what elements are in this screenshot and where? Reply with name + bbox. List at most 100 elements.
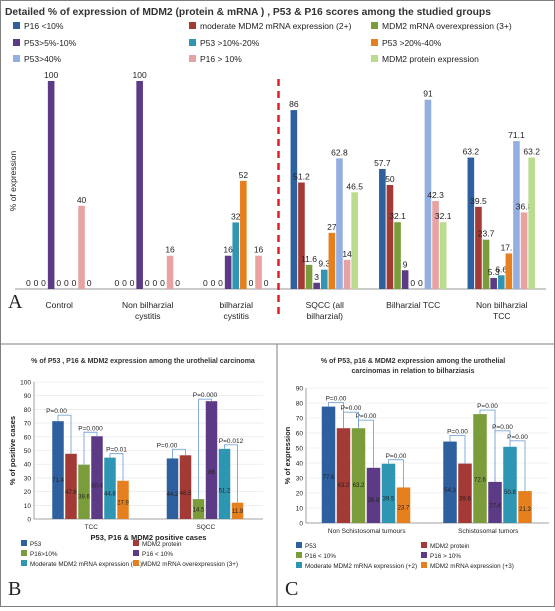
chart-b-ylabel: % of positive cases: [8, 416, 17, 485]
bar-a: [166, 255, 174, 289]
bar-a: [351, 192, 358, 289]
bar-a-label: 0: [26, 278, 31, 288]
bar-a-label: 3: [314, 272, 319, 282]
ytick-b: 80: [24, 407, 32, 414]
legend-c-swatch: [421, 542, 427, 548]
bar-a: [224, 255, 232, 289]
bar-b-label: 14.5: [193, 507, 205, 513]
bar-b: [205, 401, 218, 519]
bar-a: [482, 239, 490, 289]
bar-a-label: 0: [114, 278, 119, 288]
p-bracket-b: [224, 444, 238, 503]
bar-b: [65, 453, 77, 519]
xtick-c: Non Schistosomal tumours: [328, 528, 406, 535]
p-value-b: P=0.01: [106, 447, 127, 454]
legend-a-label: P53>40%: [24, 54, 62, 64]
ytick-c: 20: [296, 491, 304, 498]
bar-c-label: 39.6: [459, 496, 471, 502]
legend-c-swatch: [296, 562, 302, 568]
legend-b-label: Moderate MDM2 mRNA expression (+1): [30, 561, 142, 568]
bar-a: [136, 81, 143, 289]
bar-c-label: 63.2: [353, 483, 365, 489]
chart-a-ylabel: % of expression: [8, 150, 18, 211]
legend-b-label: P53: [30, 541, 42, 548]
bar-a: [298, 182, 305, 289]
bar-a-label: 40: [77, 195, 87, 205]
bar-b-label: 47.6: [65, 490, 77, 496]
bar-c: [321, 406, 336, 523]
bar-a-label: 0: [56, 278, 61, 288]
legend-a-swatch: [189, 22, 196, 29]
p-value-c: P=0.00: [477, 403, 498, 410]
bar-a-label: 57.7: [374, 158, 391, 168]
bar-b: [179, 455, 192, 519]
bar-c-label: 23.7: [398, 505, 410, 511]
bar-b-label: 39.6: [78, 494, 90, 500]
bar-a-label: 11.6: [301, 254, 317, 264]
bar-a-label: 9: [403, 259, 408, 269]
panel-label-b: B: [8, 578, 22, 600]
bar-a: [401, 270, 409, 289]
tick-a-label: cystitis: [135, 311, 161, 321]
bar-a-label: 52: [239, 170, 249, 180]
bar-c: [396, 487, 411, 523]
legend-a-label: P53 >20%-40%: [382, 38, 442, 48]
bar-a-label: 0: [160, 278, 165, 288]
bar-a: [505, 253, 513, 289]
bar-b: [218, 448, 231, 519]
bar-a-label: 86: [289, 99, 299, 109]
bar-a-label: 0: [34, 278, 39, 288]
legend-c-label: MDM2 mRNA expression (+3): [430, 563, 514, 570]
bar-a: [78, 205, 85, 289]
bar-a-label: 0: [211, 278, 216, 288]
bar-a-label: 16: [165, 245, 175, 255]
p-value-c: P=0.00: [447, 429, 468, 436]
legend-c-label: Moderate MDM2 mRNA expression (+2): [305, 563, 417, 570]
legend-a-label: P53>5%-10%: [24, 38, 77, 48]
bar-c: [503, 446, 517, 523]
bar-b: [192, 499, 205, 519]
legend-c-label: P53: [305, 543, 317, 550]
bar-a-label: 32.1: [435, 211, 452, 221]
bar-a-label: 23.7: [478, 229, 495, 239]
tick-a-label: Non bilharzial: [122, 300, 174, 310]
ytick-b: 50: [24, 448, 32, 455]
bar-a-label: 0: [175, 278, 180, 288]
bar-c-label: 50.8: [504, 490, 516, 496]
bar-c-label: 39.5: [383, 496, 395, 502]
bar-a: [439, 222, 447, 289]
legend-c-label: P16 < 10%: [305, 553, 336, 560]
bar-a-label: 0: [72, 278, 77, 288]
bar-a-label: 32.1: [389, 211, 406, 221]
bar-a-label: 63.2: [463, 147, 480, 157]
bar-a-label: 71.1: [508, 130, 525, 140]
ytick-b: 10: [24, 503, 32, 510]
bar-a: [528, 157, 535, 289]
ytick-c: 90: [296, 386, 304, 393]
bar-c: [473, 414, 487, 523]
tick-a-label: cystitis: [224, 311, 250, 321]
p-value-c: P=0.00: [326, 396, 347, 403]
legend-a-label: MDM2 mRNA overexpression (3+): [382, 21, 512, 31]
bar-a: [497, 275, 505, 289]
bar-a-label: 14: [342, 249, 352, 259]
panel-label-c: C: [285, 578, 299, 600]
bar-c: [488, 481, 502, 523]
tick-a-label: bilharzial: [219, 300, 253, 310]
bar-a-label: 100: [44, 70, 58, 80]
legend-a-swatch: [13, 55, 20, 62]
bar-b: [78, 464, 90, 519]
bar-c: [366, 467, 381, 523]
ytick-c: 30: [296, 476, 304, 483]
bar-a-label: 91: [423, 89, 433, 99]
legend-a-swatch: [371, 22, 378, 29]
tick-a-label: SQCC (all: [306, 300, 344, 310]
bar-a-label: 0: [218, 278, 223, 288]
bar-a-label: 39.5: [470, 196, 487, 206]
bar-c: [381, 463, 396, 523]
panel-label-a: A: [8, 291, 23, 313]
bar-a-label: 17.1: [501, 242, 518, 252]
bar-a-label: 0: [203, 278, 208, 288]
